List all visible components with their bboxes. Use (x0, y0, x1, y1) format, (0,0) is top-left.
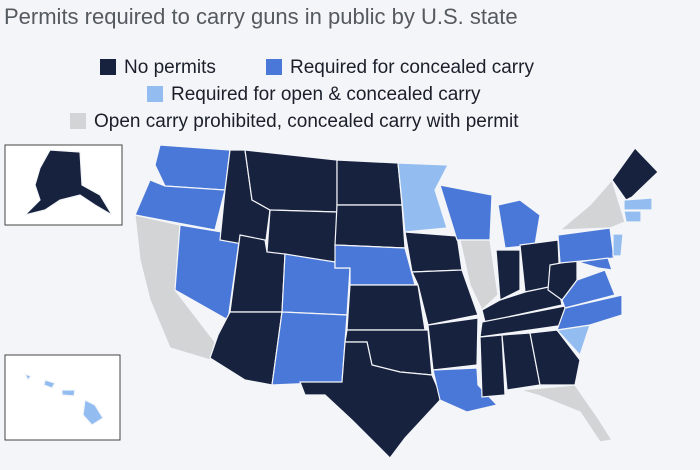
state (209, 311, 283, 386)
state (577, 257, 613, 271)
state (336, 159, 403, 206)
state (154, 144, 231, 191)
inset-frame (4, 354, 121, 441)
state (43, 379, 56, 389)
state (529, 329, 581, 386)
state (244, 149, 338, 213)
legend-swatch (147, 86, 163, 102)
state (495, 249, 521, 301)
state (558, 178, 626, 231)
state (346, 284, 426, 331)
state (556, 294, 623, 331)
state (271, 311, 348, 386)
state (611, 147, 659, 201)
legend-swatch (100, 59, 116, 75)
state (497, 199, 541, 249)
state (427, 317, 479, 371)
state (459, 239, 499, 311)
state (82, 399, 104, 426)
legend-label: Open carry prohibited, concealed carry w… (94, 111, 519, 132)
legend-label: No permits (124, 57, 216, 78)
state (623, 210, 642, 223)
state (61, 389, 76, 397)
state (397, 162, 449, 233)
state (334, 204, 406, 249)
state (404, 231, 463, 273)
state (23, 149, 113, 217)
state (23, 372, 32, 382)
state (623, 197, 653, 211)
legend-swatch (266, 59, 282, 75)
legend-swatch (70, 113, 86, 129)
states (134, 144, 659, 459)
state (134, 179, 226, 231)
state (519, 384, 613, 443)
state (479, 334, 506, 398)
legend-label: Required for open & concealed carry (171, 84, 481, 105)
state (612, 233, 624, 257)
state (439, 184, 493, 241)
state (411, 269, 479, 326)
state (557, 227, 615, 264)
title: Permits required to carry guns in public… (4, 4, 518, 29)
state (299, 341, 443, 459)
legend-label: Required for concealed carry (290, 57, 534, 78)
state (432, 367, 499, 413)
